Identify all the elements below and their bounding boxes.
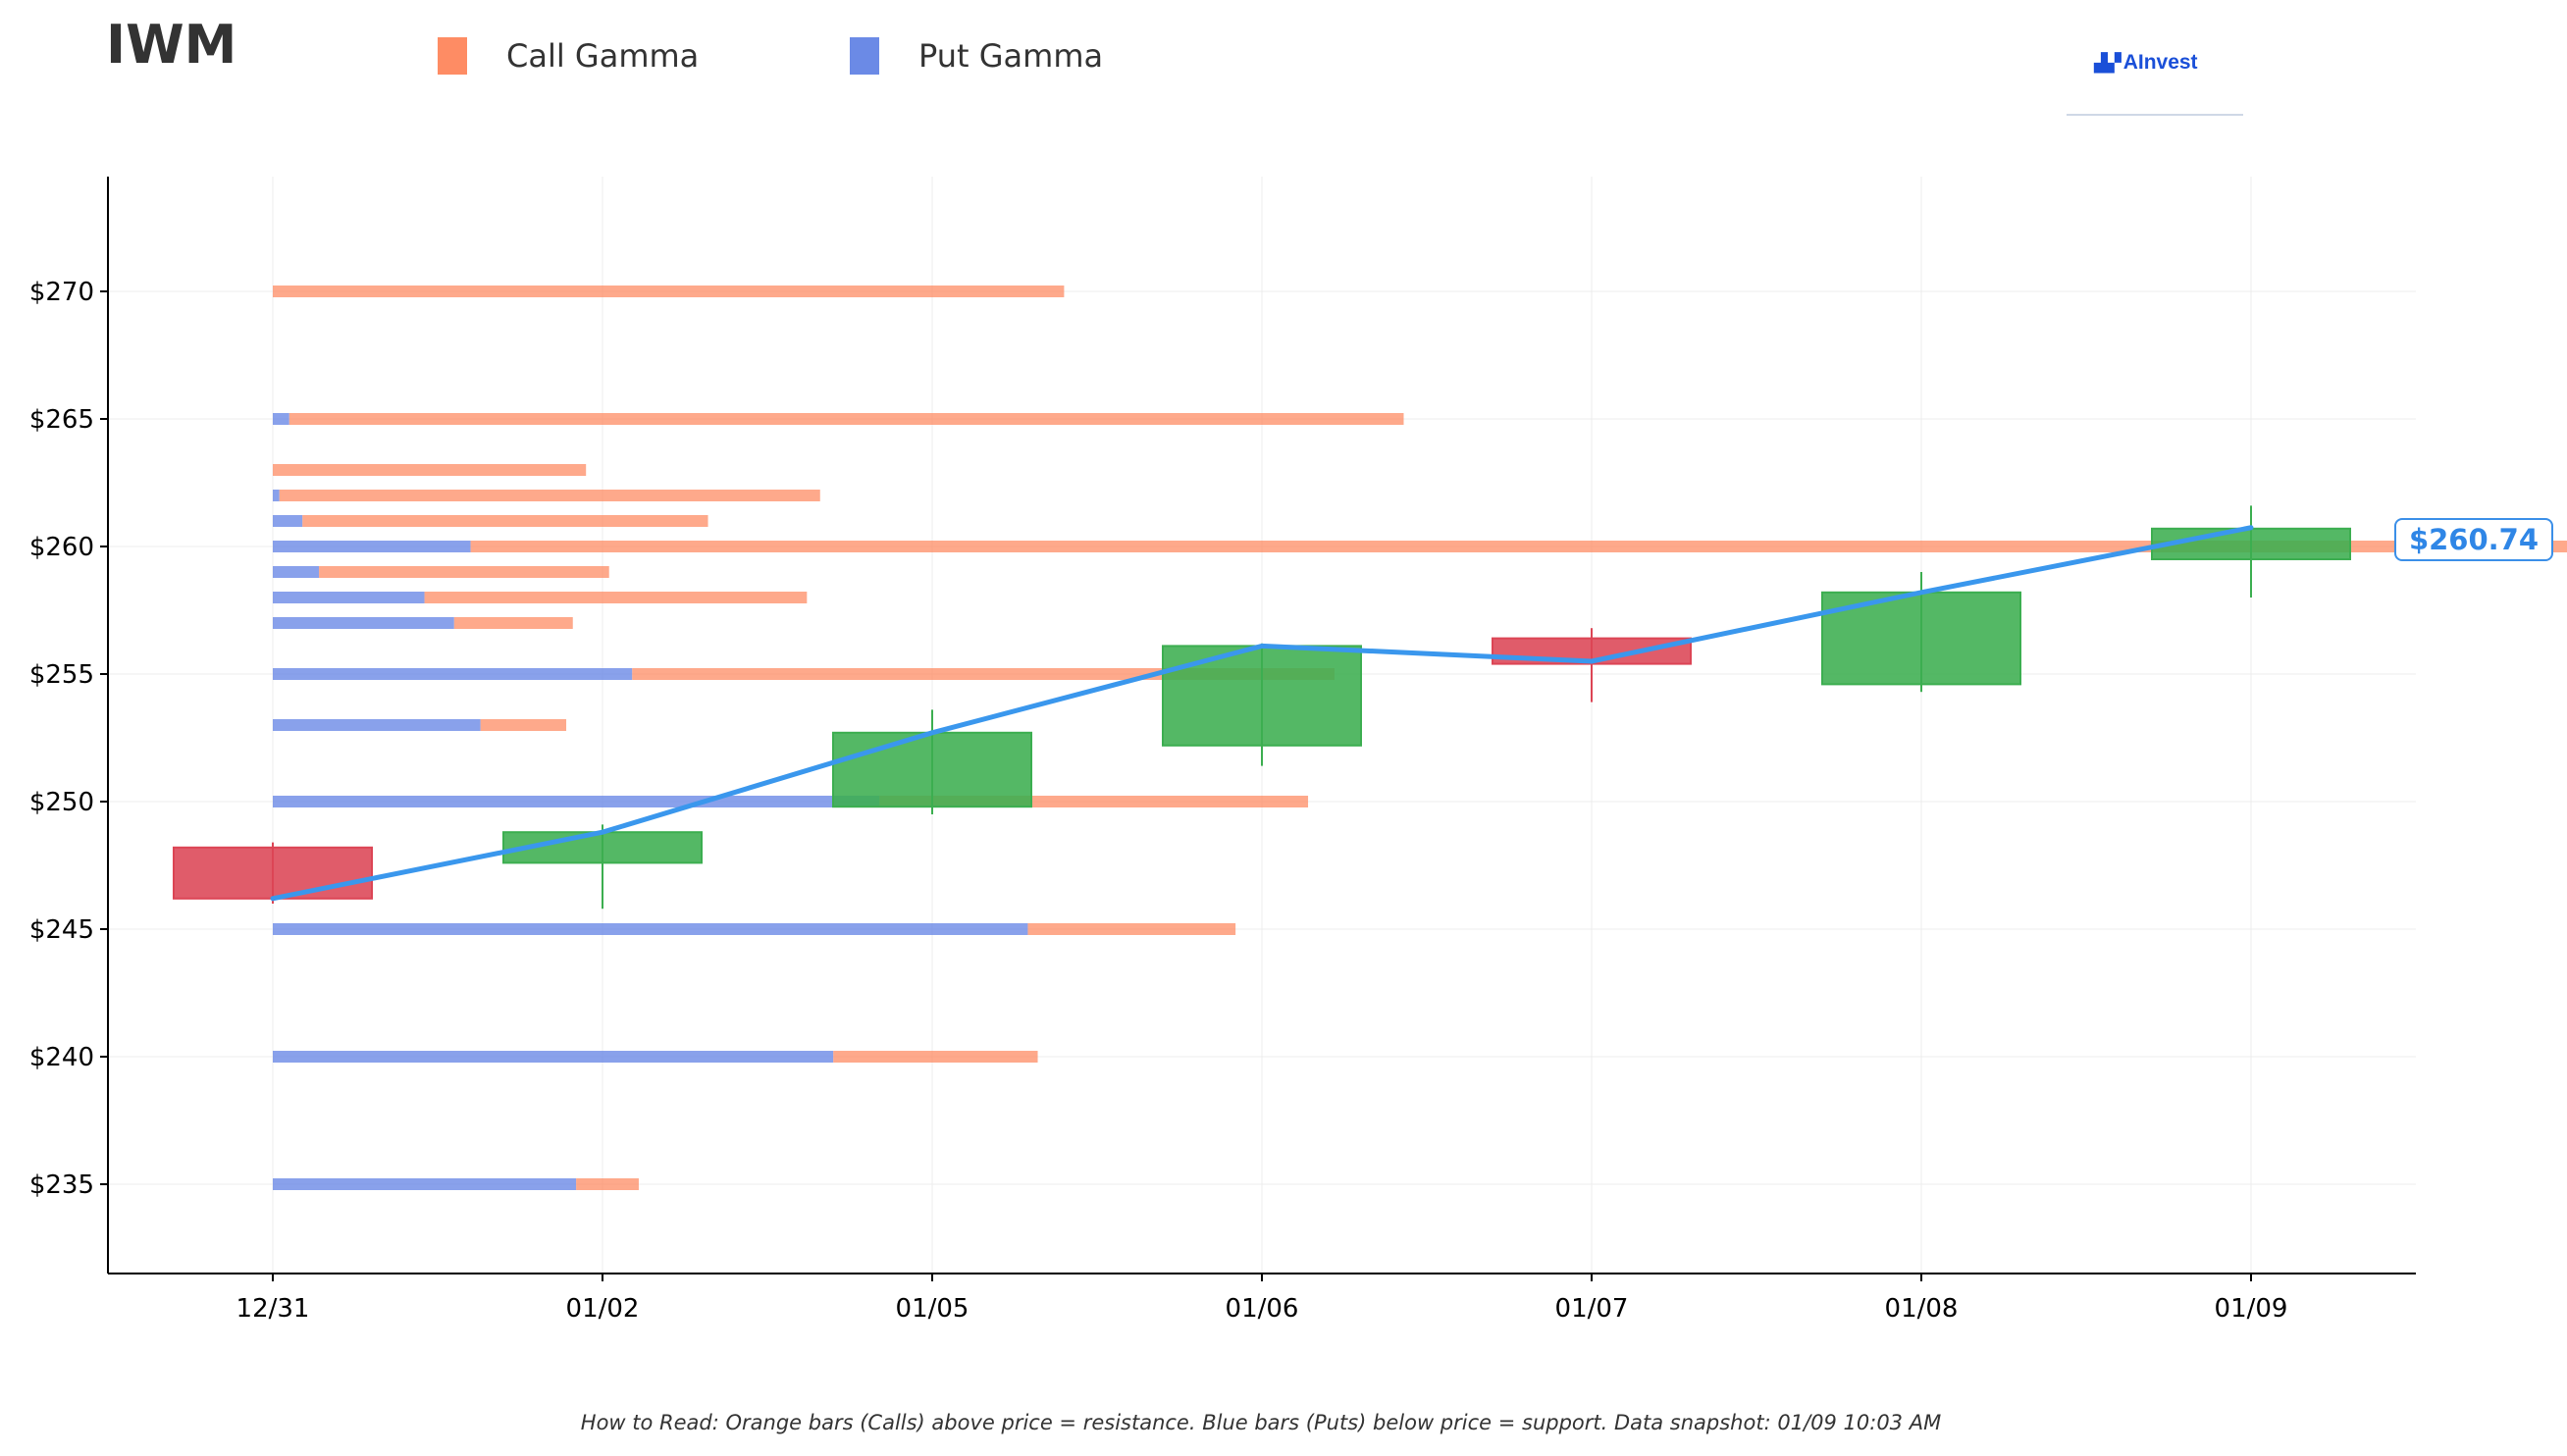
put-gamma-bar [273,566,320,578]
y-tick-label: $250 [29,788,94,817]
candle-body [2151,527,2351,560]
put-gamma-bar [273,796,880,807]
close-price-line [270,525,2254,902]
put-gamma-bar [273,719,481,731]
y-tick-label: $255 [29,660,94,690]
put-gamma-bar [273,1178,577,1190]
call-gamma-bar [453,617,573,629]
call-gamma-bar [576,1178,639,1190]
legend-label-call: Call Gamma [506,37,700,75]
call-gamma-bar [279,490,820,501]
call-gamma-bar [319,566,609,578]
gamma-bars [273,286,2567,1190]
x-tick-label: 01/08 [1885,1294,1959,1324]
y-tick-label: $260 [29,533,94,562]
call-gamma-bar [1027,923,1236,935]
x-tick-label: 01/07 [1555,1294,1629,1324]
legend-label-put: Put Gamma [918,37,1104,75]
candles [173,505,2351,910]
put-gamma-bar [273,668,633,680]
ainvest-logo[interactable]: ▟▞ AInvest [2067,49,2243,116]
put-gamma-bar [273,413,289,425]
put-gamma-bar [273,515,303,527]
call-gamma-bar [302,515,708,527]
x-tick-label: 12/31 [236,1294,310,1324]
put-gamma-bar [273,923,1028,935]
candle-body [832,731,1032,808]
logo-text: AInvest [2122,51,2198,74]
call-gamma-bar [480,719,567,731]
chart-bars-icon: ▟▞ [2094,53,2122,74]
y-tick-label: $245 [29,915,94,945]
call-gamma-bar [288,413,1404,425]
put-gamma-bar [273,617,454,629]
call-gamma-bar [424,592,808,603]
current-price-tag: $260.74 [2394,518,2553,561]
legend-call-gamma: Call Gamma [438,37,699,75]
footnote: How to Read: Orange bars (Calls) above p… [580,1411,1942,1434]
x-tick-label: 01/05 [896,1294,969,1324]
legend-put-gamma: Put Gamma [850,37,1103,75]
put-gamma-bar [273,1051,834,1063]
x-tick-label: 01/02 [566,1294,640,1324]
axes: $235 $240 $245 $250 $255 $260 $265 $270 12/31 01/… [29,177,2416,1324]
call-gamma-swatch [438,37,467,75]
y-tick-label: $270 [29,278,94,307]
put-gamma-bar [273,592,425,603]
put-gamma-bar [273,490,280,501]
x-tick-label: 01/06 [1226,1294,1299,1324]
call-gamma-bar [470,541,2567,552]
y-tick-label: $240 [29,1043,94,1072]
call-gamma-bar [273,286,1065,297]
ticker-title: IWM [106,14,237,76]
candle-body [1162,645,1362,747]
call-gamma-bar [833,1051,1038,1063]
candle-body [173,846,373,900]
close-line [270,525,2254,902]
call-gamma-bar [273,464,587,476]
put-gamma-bar [273,541,471,552]
y-tick-label: $265 [29,405,94,435]
x-tick-label: 01/09 [2215,1294,2288,1324]
put-gamma-swatch [850,37,879,75]
y-tick-label: $235 [29,1170,94,1200]
